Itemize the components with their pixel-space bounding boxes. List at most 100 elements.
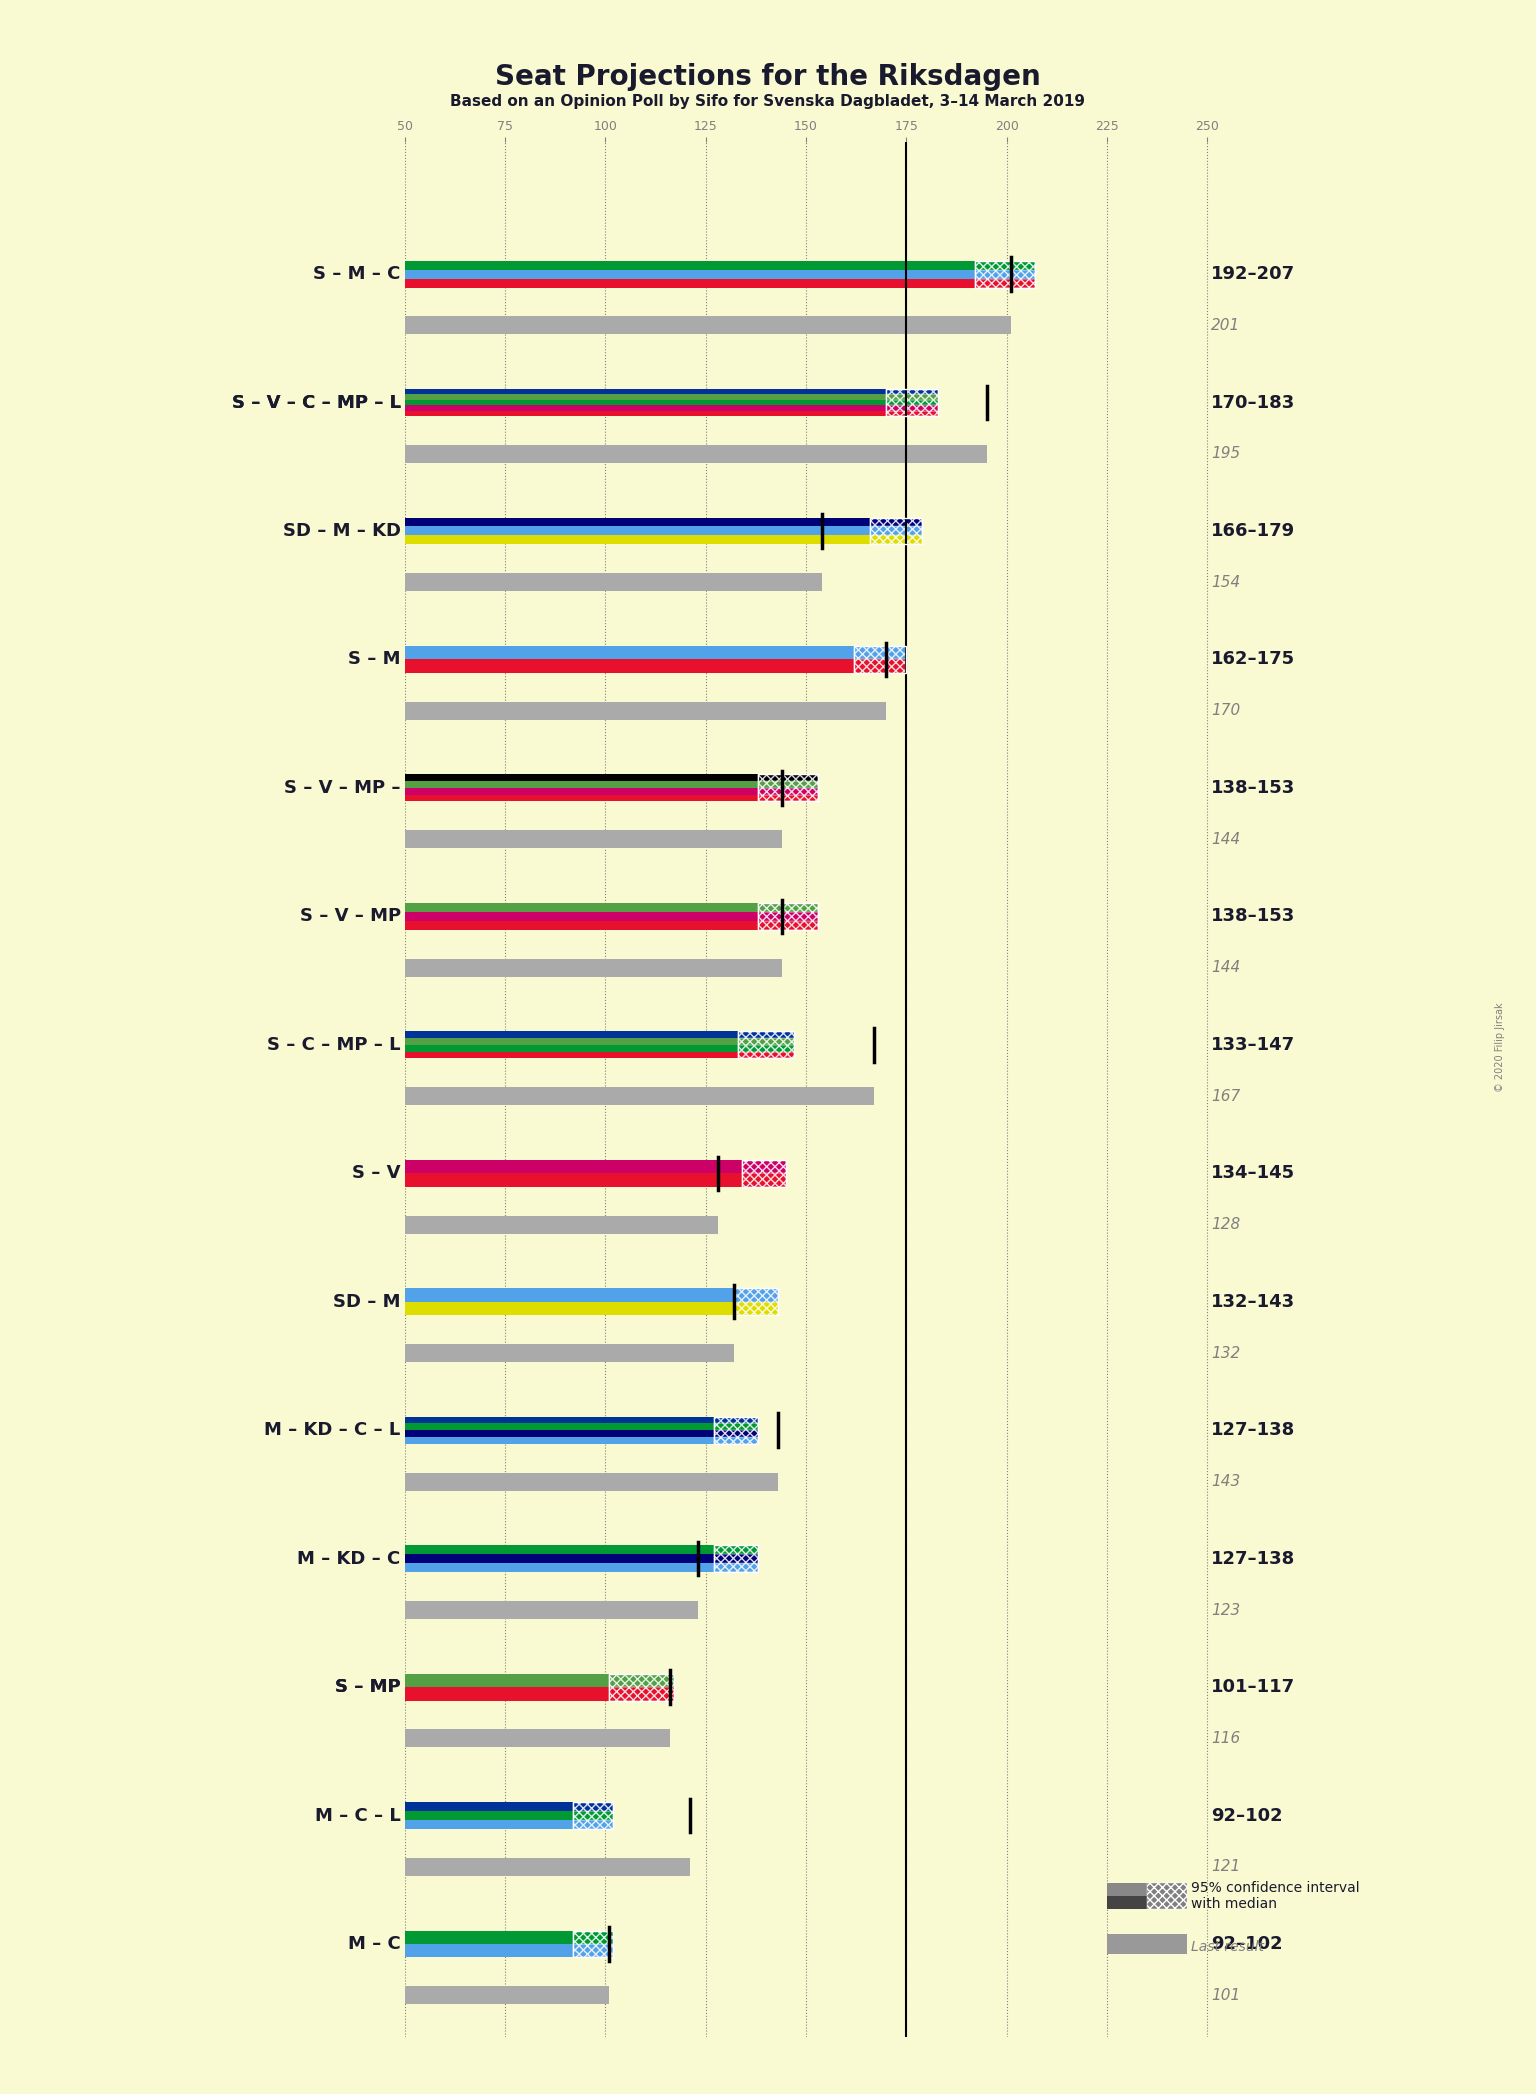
Bar (404, 586, 822, 591)
Bar (714, 1424, 757, 1430)
Bar (757, 775, 819, 802)
Bar (974, 260, 1035, 270)
Bar (404, 444, 986, 448)
Text: 121: 121 (1212, 1859, 1241, 1874)
Bar (404, 329, 1011, 335)
Bar (404, 1418, 757, 1424)
Bar (974, 279, 1035, 287)
Bar (404, 1101, 874, 1106)
Bar (404, 517, 923, 526)
Bar (404, 1987, 610, 1996)
Text: 201: 201 (1212, 318, 1241, 333)
Bar (404, 911, 819, 921)
Bar (404, 1288, 777, 1302)
Bar (714, 1418, 757, 1443)
Bar (404, 1160, 786, 1173)
Text: 133–147: 133–147 (1212, 1037, 1295, 1053)
Text: 127–138: 127–138 (1212, 1550, 1295, 1568)
Bar (404, 781, 819, 787)
Bar (854, 645, 906, 660)
Bar (573, 1820, 613, 1828)
Bar (404, 831, 782, 836)
Bar (404, 1039, 794, 1045)
Bar (404, 840, 782, 844)
Bar (573, 1811, 613, 1820)
Bar (573, 1943, 613, 1958)
Bar (404, 645, 906, 660)
Bar (610, 1688, 674, 1700)
Bar (404, 1032, 794, 1039)
Bar (404, 1225, 717, 1233)
Bar (404, 322, 1011, 329)
Bar (404, 1436, 757, 1443)
Bar (404, 794, 819, 802)
Bar (404, 1606, 697, 1612)
Bar (404, 921, 819, 930)
Text: 132–143: 132–143 (1212, 1292, 1295, 1311)
Bar (404, 1602, 697, 1606)
Text: SD – M – KD: SD – M – KD (283, 521, 401, 540)
Bar (404, 1857, 690, 1864)
Bar (714, 1545, 757, 1573)
Text: 154: 154 (1212, 576, 1241, 591)
Bar (714, 1545, 757, 1554)
Bar (404, 400, 938, 406)
Bar (757, 781, 819, 787)
Bar (404, 1051, 794, 1057)
Bar (737, 1051, 794, 1057)
Text: 101–117: 101–117 (1212, 1677, 1295, 1696)
Bar (871, 526, 923, 536)
Text: 128: 128 (1212, 1217, 1241, 1231)
Text: 195: 195 (1212, 446, 1241, 461)
Bar (404, 1820, 613, 1828)
Bar (734, 1302, 777, 1315)
Text: 166–179: 166–179 (1212, 521, 1295, 540)
Bar (1147, 1883, 1187, 1908)
Text: Seat Projections for the Riksdagen: Seat Projections for the Riksdagen (495, 63, 1041, 90)
Bar (742, 1173, 786, 1187)
Bar (404, 1931, 613, 1943)
Bar (404, 536, 923, 544)
Bar (573, 1803, 613, 1811)
Bar (737, 1045, 794, 1051)
Bar (404, 1095, 874, 1101)
Bar (734, 1288, 777, 1302)
Bar (404, 1472, 777, 1476)
Text: 127–138: 127–138 (1212, 1422, 1295, 1439)
Bar (404, 965, 782, 972)
Text: S – V – MP –: S – V – MP – (284, 779, 401, 798)
Bar (404, 316, 1011, 322)
Bar (734, 1288, 777, 1315)
Bar (404, 1870, 690, 1876)
Bar (886, 406, 938, 410)
Text: 170–183: 170–183 (1212, 394, 1295, 413)
Bar (1107, 1935, 1187, 1943)
Text: M – KD – C: M – KD – C (298, 1550, 401, 1568)
Bar (404, 452, 986, 456)
Bar (404, 1424, 757, 1430)
Text: 92–102: 92–102 (1212, 1935, 1283, 1954)
Bar (404, 1811, 613, 1820)
Bar (714, 1430, 757, 1436)
Bar (871, 517, 923, 544)
Bar (871, 517, 923, 526)
Bar (404, 1803, 613, 1811)
Text: 170: 170 (1212, 704, 1241, 718)
Text: 95% confidence interval
with median: 95% confidence interval with median (1192, 1880, 1359, 1912)
Text: © 2020 Filip Jirsak: © 2020 Filip Jirsak (1495, 1003, 1505, 1091)
Bar (404, 1483, 777, 1487)
Bar (757, 903, 819, 911)
Bar (854, 660, 906, 672)
Bar (757, 775, 819, 781)
Text: 144: 144 (1212, 831, 1241, 846)
Text: S – V: S – V (352, 1164, 401, 1183)
Bar (757, 921, 819, 930)
Bar (1107, 1883, 1187, 1895)
Text: 192–207: 192–207 (1212, 266, 1295, 283)
Text: 92–102: 92–102 (1212, 1807, 1283, 1824)
Text: S – MP: S – MP (335, 1677, 401, 1696)
Bar (404, 836, 782, 840)
Bar (737, 1032, 794, 1039)
Bar (404, 775, 819, 781)
Bar (404, 972, 782, 976)
